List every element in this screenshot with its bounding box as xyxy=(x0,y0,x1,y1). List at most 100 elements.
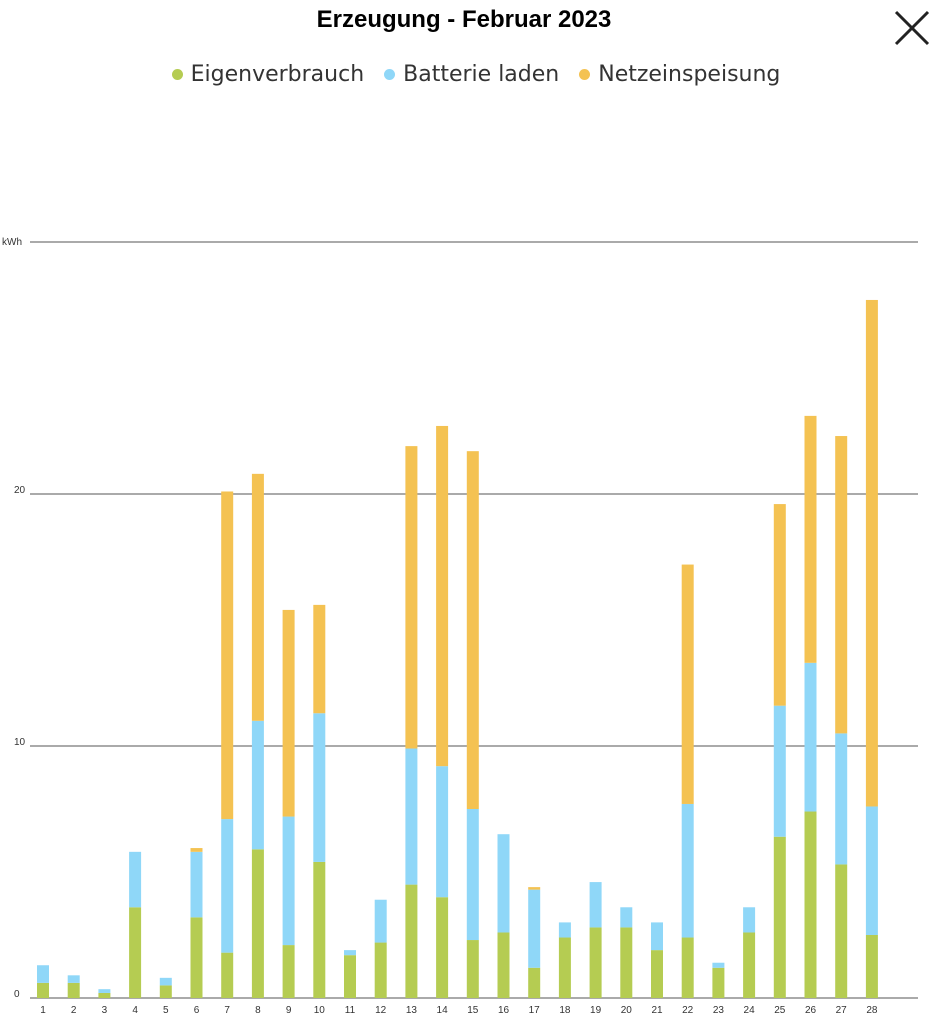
bar-4-eigenverbrauch xyxy=(129,907,142,998)
x-tick-label-9: 9 xyxy=(286,1005,292,1016)
x-tick-label-19: 19 xyxy=(590,1005,602,1016)
bar-12-eigenverbrauch xyxy=(374,942,387,998)
x-tick-label-12: 12 xyxy=(375,1005,387,1016)
x-tick-label-7: 7 xyxy=(224,1005,230,1016)
bar-11-batterie-laden xyxy=(344,950,356,956)
x-tick-label-18: 18 xyxy=(559,1005,571,1016)
x-tick-label-14: 14 xyxy=(437,1005,449,1016)
bar-22-netzeinspeisung xyxy=(681,564,694,804)
bar-1-batterie-laden xyxy=(37,965,49,983)
bar-25-netzeinspeisung xyxy=(773,504,786,706)
bar-22-batterie-laden xyxy=(681,803,694,938)
bar-7-netzeinspeisung xyxy=(221,491,234,820)
bar-13-batterie-laden xyxy=(405,748,418,885)
bar-2-batterie-laden xyxy=(67,975,80,983)
bar-4-batterie-laden xyxy=(129,851,142,908)
bar-16-eigenverbrauch xyxy=(497,932,510,998)
bar-5-batterie-laden xyxy=(159,977,172,986)
bar-23-batterie-laden xyxy=(712,962,725,968)
bar-1-eigenverbrauch xyxy=(37,982,49,998)
x-tick-label-23: 23 xyxy=(713,1005,725,1016)
bar-9-netzeinspeisung xyxy=(282,609,295,817)
legend-label-netzeinspeisung: Netzeinspeisung xyxy=(598,62,781,87)
bar-17-batterie-laden xyxy=(528,889,541,968)
bar-28-batterie-laden xyxy=(865,806,878,935)
bar-7-eigenverbrauch xyxy=(221,952,234,998)
x-tick-label-5: 5 xyxy=(163,1005,169,1016)
x-tick-label-10: 10 xyxy=(314,1005,326,1016)
x-tick-label-4: 4 xyxy=(132,1005,138,1016)
bar-3-batterie-laden xyxy=(98,989,111,993)
bar-5-eigenverbrauch xyxy=(159,985,172,998)
bar-14-batterie-laden xyxy=(436,766,449,898)
bar-25-batterie-laden xyxy=(773,705,786,837)
bar-27-eigenverbrauch xyxy=(835,864,848,998)
x-tick-label-6: 6 xyxy=(194,1005,200,1016)
bar-21-eigenverbrauch xyxy=(651,950,663,998)
bar-24-batterie-laden xyxy=(743,907,756,933)
bar-18-batterie-laden xyxy=(558,922,571,938)
y-tick-label-10: 10 xyxy=(14,737,26,748)
bar-26-netzeinspeisung xyxy=(804,415,817,663)
bar-9-eigenverbrauch xyxy=(282,945,295,998)
bar-6-batterie-laden xyxy=(190,851,203,918)
legend-label-eigenverbrauch: Eigenverbrauch xyxy=(190,62,365,87)
bar-9-batterie-laden xyxy=(282,816,295,946)
legend-swatch-netzeinspeisung xyxy=(579,69,591,80)
bar-25-eigenverbrauch xyxy=(773,836,786,998)
bar-14-eigenverbrauch xyxy=(436,897,449,998)
bar-17-eigenverbrauch xyxy=(528,967,541,998)
bar-8-batterie-laden xyxy=(251,720,264,850)
bar-2-eigenverbrauch xyxy=(67,982,80,998)
bar-15-netzeinspeisung xyxy=(466,451,479,809)
bar-22-eigenverbrauch xyxy=(681,937,694,998)
x-tick-label-15: 15 xyxy=(467,1005,479,1016)
y-tick-label-20: 20 xyxy=(14,485,26,496)
bar-28-eigenverbrauch xyxy=(865,935,878,998)
x-tick-label-25: 25 xyxy=(774,1005,786,1016)
chart-legend: Eigenverbrauch Batterie laden Netzeinspe… xyxy=(0,62,932,87)
x-tick-label-20: 20 xyxy=(621,1005,633,1016)
bar-19-batterie-laden xyxy=(589,882,602,928)
bar-23-eigenverbrauch xyxy=(712,967,725,998)
x-tick-label-27: 27 xyxy=(836,1005,848,1016)
bar-15-eigenverbrauch xyxy=(466,940,479,998)
bar-24-eigenverbrauch xyxy=(743,932,756,998)
y-axis-unit-label: kWh xyxy=(2,237,22,248)
bar-16-batterie-laden xyxy=(497,834,510,933)
legend-label-batterie-laden: Batterie laden xyxy=(403,62,560,87)
bar-12-batterie-laden xyxy=(374,899,387,943)
bar-13-eigenverbrauch xyxy=(405,884,418,998)
legend-item-eigenverbrauch[interactable]: Eigenverbrauch xyxy=(171,62,365,87)
bar-8-eigenverbrauch xyxy=(251,849,264,998)
x-tick-label-26: 26 xyxy=(805,1005,817,1016)
bar-26-eigenverbrauch xyxy=(804,811,817,998)
x-tick-label-16: 16 xyxy=(498,1005,510,1016)
bar-17-netzeinspeisung xyxy=(528,887,541,890)
bar-6-netzeinspeisung xyxy=(190,848,203,852)
bar-7-batterie-laden xyxy=(221,819,234,953)
bar-6-eigenverbrauch xyxy=(190,917,203,998)
bar-20-batterie-laden xyxy=(620,907,633,928)
bar-3-eigenverbrauch xyxy=(98,992,111,998)
x-tick-label-28: 28 xyxy=(866,1005,878,1016)
page-title: Erzeugung - Februar 2023 xyxy=(316,6,612,33)
bar-10-netzeinspeisung xyxy=(313,604,326,714)
legend-item-batterie-laden[interactable]: Batterie laden xyxy=(384,62,559,87)
x-tick-label-3: 3 xyxy=(102,1005,108,1016)
x-tick-label-1: 1 xyxy=(40,1005,46,1016)
bar-8-netzeinspeisung xyxy=(251,473,264,721)
legend-item-netzeinspeisung[interactable]: Netzeinspeisung xyxy=(579,62,780,87)
x-tick-label-13: 13 xyxy=(406,1005,418,1016)
legend-swatch-eigenverbrauch xyxy=(171,69,183,80)
bar-13-netzeinspeisung xyxy=(405,446,418,749)
bar-28-netzeinspeisung xyxy=(865,299,878,807)
bar-11-eigenverbrauch xyxy=(344,955,356,998)
x-tick-label-11: 11 xyxy=(345,1005,356,1016)
close-icon[interactable] xyxy=(890,6,932,50)
bar-14-netzeinspeisung xyxy=(436,425,449,767)
x-tick-label-21: 21 xyxy=(651,1005,663,1016)
legend-swatch-batterie-laden xyxy=(384,69,396,80)
x-tick-label-8: 8 xyxy=(255,1005,261,1016)
